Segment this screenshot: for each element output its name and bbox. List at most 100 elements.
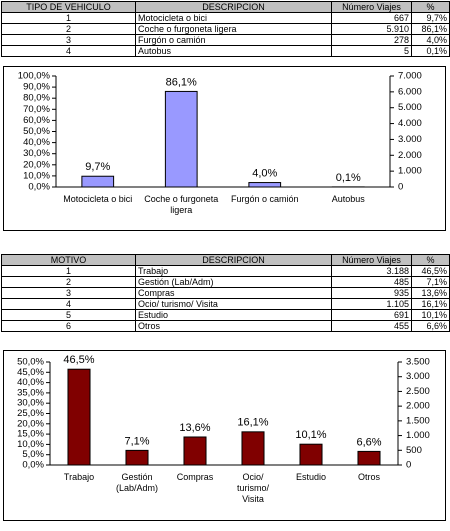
table-cell: 3.188 [331, 265, 412, 277]
table-cell: Furgón o camión [135, 34, 332, 46]
table-cell: 3 [1, 287, 136, 299]
y-tick-label: 15,0% [17, 429, 44, 440]
table-cell: 6,6% [411, 320, 450, 332]
y-tick-label: 50,0% [23, 126, 50, 137]
table-cell: 278 [331, 34, 412, 46]
table-cell: 0,1% [411, 45, 450, 57]
y2-tick-label: 1.500 [406, 415, 430, 426]
y-tick-label: 10,0% [23, 170, 50, 181]
table-cell: 1 [1, 265, 136, 277]
bar [183, 436, 207, 466]
y2-tick-label: 5.000 [398, 102, 422, 113]
header-cell: % [411, 254, 450, 266]
y2-tick-label: 4.000 [398, 118, 422, 129]
y-tick-label: 50,0% [17, 357, 44, 368]
y-tick-label: 30,0% [23, 148, 50, 159]
x-tick-label-box: Ocio/ turismo/ Visita [237, 472, 269, 504]
table-cell: 2 [1, 23, 136, 35]
value-label: 10,1% [295, 429, 326, 441]
x-tick-label-box: Estudio [295, 472, 327, 482]
y-tick-label: 35,0% [17, 387, 44, 398]
x-tick-label: Estudio [295, 472, 327, 482]
x-tick-label-box: Compras [177, 472, 214, 482]
header-row: MOTIVO DESCRIPCION Número Viajes% [1, 254, 450, 266]
y-tick-label: 20,0% [23, 159, 50, 170]
x-tick-label: Motocicleta o bici [63, 194, 133, 204]
table-cell: 5.910 [331, 23, 412, 35]
y2-tick-label: 2.000 [406, 401, 430, 412]
table-row: 3 Furgón o camión 278 4,0% [1, 34, 450, 46]
y-tick-label: 20,0% [17, 418, 44, 429]
table-cell: 2 [1, 276, 136, 288]
y-tick-label: 0,0% [28, 182, 50, 193]
table-cell: Estudio [135, 309, 332, 321]
bar [81, 175, 115, 188]
data-table: TIPO DE VEHICULO DESCRIPCION Número Viajes… [1, 1, 450, 57]
table-cell: 485 [331, 276, 412, 288]
value-label: 6,6% [356, 436, 381, 448]
x-tick-label: Furgón o camión [230, 194, 299, 204]
table-cell: 10,1% [411, 309, 450, 321]
table-cell: 691 [331, 309, 412, 321]
value-label: 86,1% [166, 76, 197, 88]
table-cell: Autobus [135, 45, 332, 57]
y-tick-label: 25,0% [17, 408, 44, 419]
table-cell: 5 [331, 45, 412, 57]
y2-tick-label: 0 [398, 182, 403, 193]
header-cell: Número Viajes [331, 254, 412, 266]
x-tick-label: Trabajo [63, 472, 95, 482]
y2-tick-label: 500 [406, 445, 422, 456]
table-cell: Trabajo [135, 265, 332, 277]
y-tick-label: 80,0% [23, 93, 50, 104]
table-row: 1 Motocicleta o bici 667 9,7% [1, 12, 450, 24]
bar [241, 431, 265, 466]
y2-tick-label: 7.000 [398, 71, 422, 82]
header-cell: DESCRIPCION [135, 254, 332, 266]
y2-tick-label: 2.000 [398, 150, 422, 161]
header-cell: TIPO DE VEHICULO [1, 1, 136, 13]
y2-tick-label: 0 [406, 460, 411, 471]
table-cell: 5 [1, 309, 136, 321]
data-table: MOTIVO DESCRIPCION Número Viajes% 1 Trabajo 3… [1, 254, 450, 332]
bar [248, 182, 282, 188]
x-tick-label-box: Motocicleta o bici [63, 194, 133, 204]
table-cell: 13,6% [411, 287, 450, 299]
y2-tick-label: 1.000 [398, 166, 422, 177]
table-cell: Coche o furgoneta ligera [135, 23, 332, 35]
y-tick-label: 45,0% [17, 367, 44, 378]
table-cell: Motocicleta o bici [135, 12, 332, 24]
y-tick-label: 90,0% [23, 82, 50, 93]
table-cell: 935 [331, 287, 412, 299]
y-tick-label: 40,0% [17, 377, 44, 388]
table-row: 3 Compras 935 13,6% [1, 287, 450, 299]
table-cell: 4,0% [411, 34, 450, 46]
table-row: 2 Coche o furgoneta ligera 5.910 86,1% [1, 23, 450, 35]
value-label: 16,1% [237, 417, 268, 429]
x-tick-label-box: Trabajo [63, 472, 95, 482]
value-label: 13,6% [179, 422, 210, 434]
table-cell: 3 [1, 34, 136, 46]
x-tick-label-box: Coche o furgoneta ligera [144, 194, 218, 215]
table-cell: 7,1% [411, 276, 450, 288]
bar [164, 90, 198, 188]
table-cell: 6 [1, 320, 136, 332]
table-row: 6 Otros 455 6,6% [1, 320, 450, 332]
y-tick-label: 10,0% [17, 439, 44, 450]
table-cell: 46,5% [411, 265, 450, 277]
y2-tick-label: 3.500 [406, 357, 430, 368]
table-cell: 4 [1, 298, 136, 310]
x-tick-label: Otros [357, 472, 380, 482]
y2-tick-label: 2.500 [406, 386, 430, 397]
x-tick-label-box: Otros [357, 472, 380, 482]
value-label: 7,1% [124, 435, 149, 447]
y-tick-label: 60,0% [23, 115, 50, 126]
table-cell: 1 [1, 12, 136, 24]
value-label: 46,5% [63, 354, 94, 366]
table-cell: Gestión (Lab/Adm) [135, 276, 332, 288]
table-cell: Compras [135, 287, 332, 299]
y-tick-label: 30,0% [17, 398, 44, 409]
x-tick-label-box: Autobus [332, 194, 365, 204]
table-cell: 4 [1, 45, 136, 57]
